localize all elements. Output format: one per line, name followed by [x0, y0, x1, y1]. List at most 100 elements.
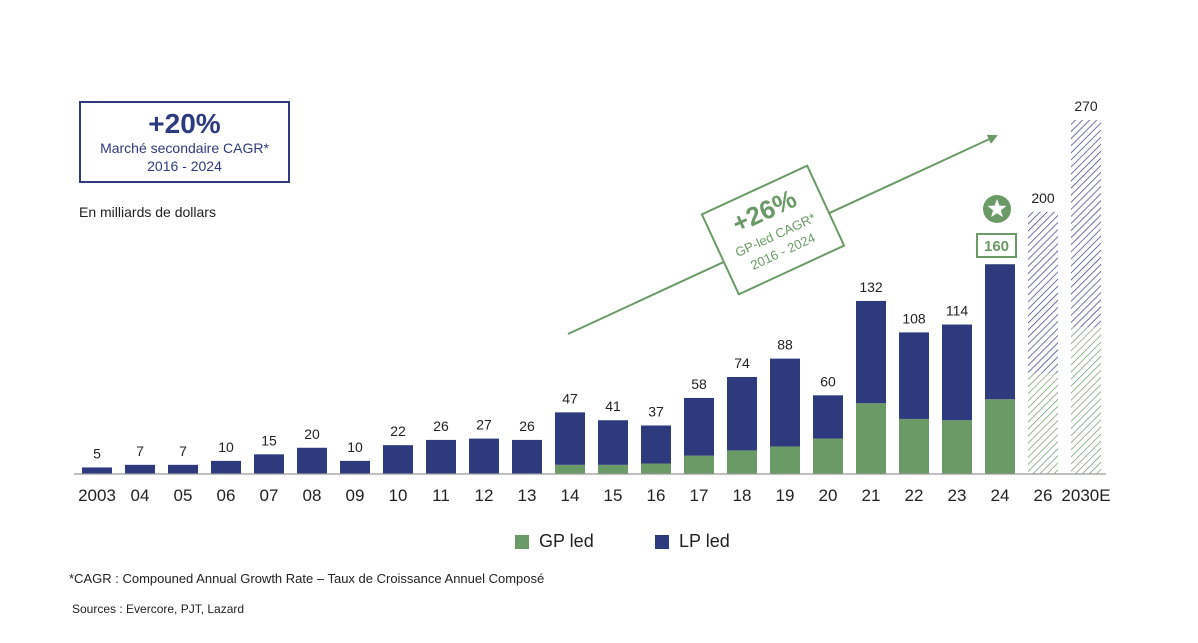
x-tick-08: 08 — [303, 486, 322, 505]
x-tick-2030E: 2030E — [1061, 486, 1110, 505]
bar-lp-13 — [512, 439, 542, 474]
bar-gp-20 — [813, 438, 843, 474]
highlight-value-box — [976, 233, 1017, 258]
market-cagr-box: +20% Marché secondaire CAGR* 2016 - 2024 — [79, 101, 290, 183]
legend-label-gp: GP led — [539, 531, 594, 551]
bar-gp-22 — [899, 418, 929, 474]
x-tick-2003: 2003 — [78, 486, 116, 505]
value-label-19: 88 — [777, 337, 793, 353]
value-label-10: 22 — [390, 423, 406, 439]
value-label-07: 15 — [261, 432, 277, 448]
x-tick-22: 22 — [905, 486, 924, 505]
highlight-2024: 160 — [976, 195, 1017, 258]
bar-gp-15 — [598, 464, 628, 474]
bar-lp-14 — [555, 412, 585, 465]
x-tick-23: 23 — [948, 486, 967, 505]
x-tick-labels-group: 2003 04 05 06 07 08 09 10 11 12 13 14 15 16 17 18 19 20 21… — [78, 486, 1111, 505]
sources: Sources : Evercore, PJT, Lazard — [72, 602, 245, 616]
x-tick-26: 26 — [1034, 486, 1053, 505]
bar-gp-14 — [555, 464, 585, 474]
value-label-04: 7 — [136, 443, 144, 459]
x-tick-05: 05 — [174, 486, 193, 505]
bar-gp-2030E — [1071, 327, 1101, 474]
bar-gp-19 — [770, 446, 800, 474]
x-tick-17: 17 — [690, 486, 709, 505]
footnote: *CAGR : Compouned Annual Growth Rate – T… — [69, 571, 545, 586]
bar-gp-23 — [942, 420, 972, 474]
bar-lp-11 — [426, 439, 456, 474]
value-label-12: 27 — [476, 417, 492, 433]
bar-lp-2003 — [82, 467, 112, 474]
market-cagr-period: 2016 - 2024 — [147, 158, 222, 174]
value-label-26: 200 — [1031, 190, 1055, 206]
bar-gp-18 — [727, 450, 757, 474]
bar-gp-17 — [684, 455, 714, 474]
x-tick-04: 04 — [131, 486, 150, 505]
x-tick-24: 24 — [991, 486, 1010, 505]
x-tick-14: 14 — [561, 486, 580, 505]
value-label-15: 41 — [605, 398, 621, 414]
value-label-08: 20 — [304, 426, 320, 442]
legend-swatch-gp — [515, 534, 529, 549]
x-tick-13: 13 — [518, 486, 537, 505]
highlight-value-label: 160 — [984, 238, 1009, 255]
legend-label-lp: LP led — [679, 531, 730, 551]
value-label-14: 47 — [562, 390, 578, 406]
value-label-11: 26 — [433, 418, 449, 434]
bar-lp-18 — [727, 376, 757, 451]
value-label-13: 26 — [519, 418, 535, 434]
bar-lp-09 — [340, 460, 370, 474]
bar-lp-17 — [684, 397, 714, 456]
value-label-18: 74 — [734, 355, 750, 371]
bar-lp-07 — [254, 454, 284, 474]
bar-lp-22 — [899, 332, 929, 419]
value-label-2003: 5 — [93, 445, 101, 461]
value-label-2030E: 270 — [1074, 98, 1098, 114]
bar-lp-2030E — [1071, 120, 1101, 328]
bar-gp-24 — [985, 399, 1015, 474]
value-labels-group: 5 7 7 10 15 20 10 22 26 27 26 47 41 37 58 74 88 60 132 108 1… — [93, 98, 1098, 461]
value-label-06: 10 — [218, 439, 234, 455]
bars-group — [82, 120, 1101, 474]
bar-lp-20 — [813, 395, 843, 439]
bar-lp-23 — [942, 324, 972, 421]
x-tick-07: 07 — [260, 486, 279, 505]
x-tick-10: 10 — [389, 486, 408, 505]
x-tick-09: 09 — [346, 486, 365, 505]
market-cagr-label: Marché secondaire CAGR* — [100, 140, 269, 156]
market-cagr-value: +20% — [148, 108, 221, 139]
value-label-09: 10 — [347, 439, 363, 455]
legend-swatch-lp — [655, 534, 669, 549]
x-tick-16: 16 — [647, 486, 666, 505]
bar-lp-05 — [168, 464, 198, 474]
value-label-23: 114 — [946, 303, 969, 319]
x-tick-15: 15 — [604, 486, 623, 505]
bar-lp-19 — [770, 358, 800, 447]
legend-item-lp: LP led — [655, 531, 730, 552]
x-tick-18: 18 — [733, 486, 752, 505]
x-tick-06: 06 — [217, 486, 236, 505]
value-label-22: 108 — [902, 310, 926, 326]
bar-lp-15 — [598, 420, 628, 465]
x-tick-12: 12 — [475, 486, 494, 505]
x-tick-11: 11 — [432, 486, 450, 505]
x-tick-20: 20 — [819, 486, 838, 505]
legend-item-gp: GP led — [515, 531, 594, 552]
bar-gp-26 — [1028, 373, 1058, 474]
star-icon-shape — [987, 199, 1007, 218]
unit-note: En milliards de dollars — [79, 204, 216, 220]
bar-lp-16 — [641, 425, 671, 464]
bar-lp-10 — [383, 445, 413, 474]
gp-cagr-callout: +26% GP-led CAGR* 2016 - 2024 — [700, 164, 846, 296]
value-label-17: 58 — [691, 376, 707, 392]
bar-gp-21 — [856, 403, 886, 474]
value-label-16: 37 — [648, 403, 664, 419]
value-label-21: 132 — [859, 279, 883, 295]
value-label-05: 7 — [179, 443, 187, 459]
bar-lp-08 — [297, 447, 327, 474]
bar-lp-21 — [856, 300, 886, 404]
bar-lp-04 — [125, 464, 155, 474]
x-tick-21: 21 — [862, 486, 881, 505]
bar-lp-24 — [985, 264, 1015, 400]
